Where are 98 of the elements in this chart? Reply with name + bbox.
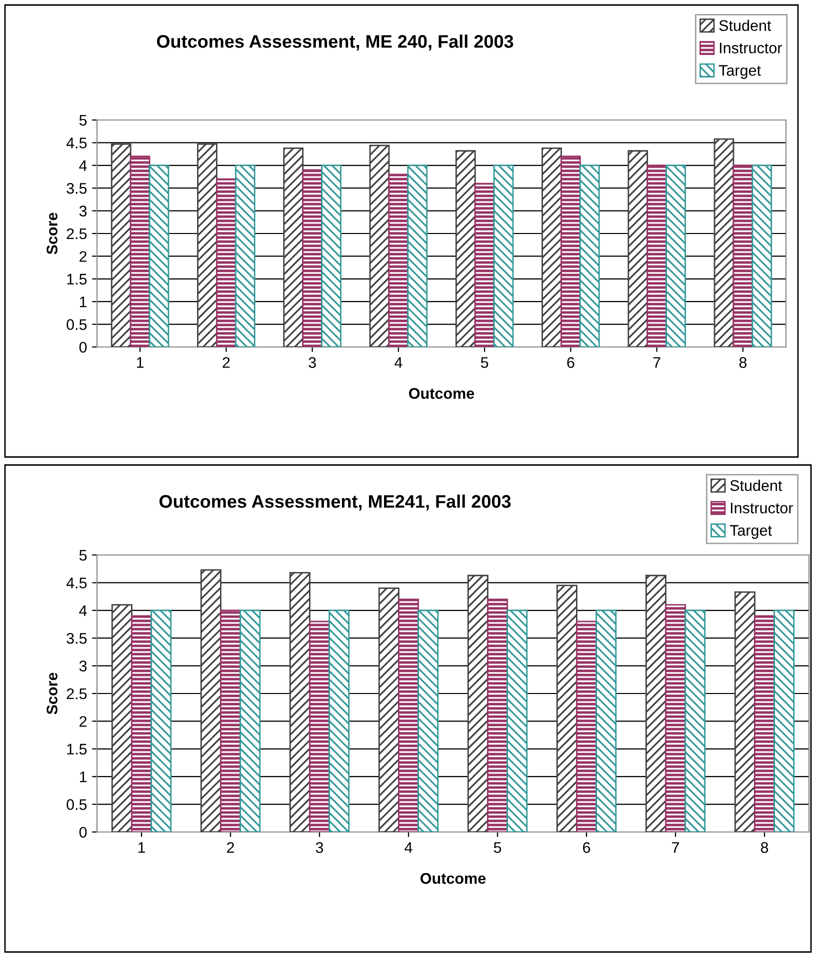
y-tick-label: 4.5 [66, 138, 87, 148]
bar [309, 620, 330, 832]
bar [378, 588, 400, 832]
x-tick-label: 8 [760, 842, 768, 853]
x-tick-label: 1 [136, 357, 144, 368]
y-tick-label: 2 [80, 716, 87, 727]
bar [150, 610, 172, 832]
x-tick-label: 7 [672, 842, 679, 853]
x-tick-label: 6 [567, 357, 574, 368]
x-tick-label: 5 [494, 842, 502, 853]
bar [369, 144, 390, 347]
y-tick-label: 3 [79, 660, 87, 672]
bar [474, 182, 495, 347]
bar [579, 164, 600, 347]
x-tick-label: 2 [227, 842, 234, 853]
bar [388, 174, 409, 347]
legend-label: Instructor [720, 42, 782, 54]
bar [216, 178, 236, 347]
bar [467, 574, 488, 832]
y-tick-label: 1 [80, 296, 87, 308]
legend-label: Target [730, 525, 772, 539]
y-tick-label: 2.5 [66, 688, 87, 700]
bar [455, 150, 476, 347]
bar [418, 610, 439, 832]
y-tick-label: 5 [79, 115, 87, 126]
bar [732, 164, 754, 347]
x-tick-label: 6 [583, 842, 590, 853]
bar [576, 620, 597, 832]
bar [665, 604, 686, 832]
bar [493, 164, 514, 347]
x-tick-label: 8 [739, 357, 747, 368]
legend-label: Student [719, 20, 772, 31]
bar [666, 164, 686, 347]
bar [596, 610, 617, 832]
y-tick-label: 3.5 [66, 632, 87, 644]
y-tick-label: 1 [80, 772, 87, 782]
bar [240, 610, 261, 832]
bar [714, 138, 734, 347]
bar [321, 164, 342, 347]
bar [407, 164, 428, 347]
bar [560, 156, 581, 347]
bar [111, 604, 132, 832]
bar [506, 610, 528, 832]
bar [283, 147, 304, 347]
bar [234, 164, 256, 347]
y-tick-label: 0 [79, 342, 87, 353]
x-tick-label: 4 [404, 842, 412, 853]
bar [110, 143, 132, 347]
y-tick-label: 1.5 [67, 744, 87, 755]
legend-label: Instructor [730, 502, 793, 514]
bar [220, 610, 241, 832]
x-tick-label: 4 [394, 357, 402, 368]
legend-label: Student [730, 480, 782, 491]
y-tick-label: 0 [79, 826, 87, 838]
bar [645, 574, 666, 832]
y-tick-label: 4 [79, 605, 87, 616]
x-tick-label: 3 [316, 842, 324, 853]
chart-title: Outcomes Assessment, ME241, Fall 2003 [159, 494, 511, 510]
legend-label: Target [718, 65, 761, 79]
x-tick-label: 7 [653, 357, 660, 368]
x-tick-label: 2 [222, 357, 230, 368]
bar [774, 610, 795, 832]
y-tick-label: 4.5 [66, 578, 87, 588]
y-axis-title: Score [46, 672, 58, 714]
y-tick-label: 3 [79, 206, 87, 216]
y-axis-title: Score [46, 212, 58, 254]
chart-title: Outcomes Assessment, ME 240, Fall 2003 [156, 34, 514, 50]
bar [754, 615, 775, 832]
bar [752, 164, 772, 347]
bar [197, 143, 218, 347]
bar [148, 164, 170, 347]
bar [328, 610, 350, 832]
bar [542, 147, 562, 347]
bar [684, 610, 706, 832]
y-tick-label: 3.5 [66, 182, 87, 194]
bar [200, 569, 222, 832]
y-tick-label: 0.5 [66, 319, 87, 330]
bar [131, 615, 152, 832]
y-tick-label: 2.5 [66, 228, 87, 240]
bar [130, 156, 150, 347]
y-tick-label: 0.5 [66, 799, 87, 810]
bar [289, 572, 310, 832]
bar [734, 591, 756, 832]
y-tick-label: 4 [79, 160, 87, 171]
bar [628, 150, 648, 347]
bar [398, 598, 419, 832]
x-tick-label: 5 [480, 357, 488, 368]
y-tick-label: 5 [79, 550, 87, 561]
y-tick-label: 1.5 [67, 274, 87, 285]
bar [556, 584, 578, 832]
bar [302, 169, 322, 347]
x-axis-title: Outcome [409, 388, 474, 399]
x-axis-title: Outcome [420, 873, 486, 884]
bar [646, 164, 667, 347]
bar [487, 598, 508, 832]
y-tick-label: 2 [80, 251, 87, 262]
x-tick-label: 1 [138, 842, 146, 853]
x-tick-label: 3 [308, 357, 316, 368]
